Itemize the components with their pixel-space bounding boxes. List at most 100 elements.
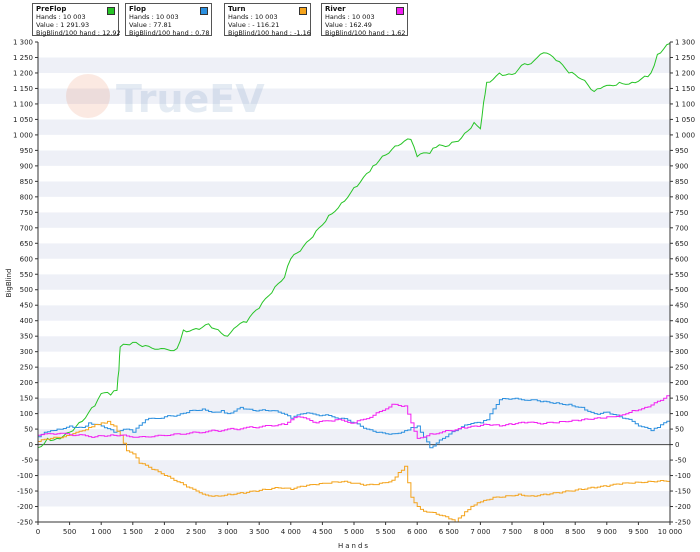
y-tick-label-left: 1 050: [13, 116, 33, 124]
x-tick-label: 4 000: [281, 528, 301, 536]
y-tick-label-left: 1 100: [13, 100, 33, 108]
y-tick-label-left: 1 250: [13, 54, 33, 62]
y-tick-label-right: 450: [675, 302, 688, 310]
legend-title: River: [325, 5, 346, 13]
y-tick-label-right: 150: [675, 395, 688, 403]
legend-bb-label: BigBlind/100 hand :: [228, 29, 292, 37]
legend-swatch: [200, 7, 208, 15]
y-tick-label-right: 800: [675, 193, 688, 201]
grid-band: [38, 444, 670, 461]
legend-bb-label: BigBlind/100 hand :: [36, 29, 100, 37]
y-tick-label-right: 600: [675, 255, 688, 263]
grid-bands: [38, 42, 670, 522]
grid-band: [38, 57, 670, 73]
y-tick-label-right: 400: [675, 317, 688, 325]
y-tick-label-right: 0: [675, 441, 679, 449]
legend-value: 77.81: [153, 21, 172, 29]
legend-hands: 10 003: [62, 13, 86, 21]
legend-swatch: [107, 7, 115, 15]
y-tick-label-left: 950: [20, 147, 33, 155]
y-tick-label-right: 950: [675, 147, 688, 155]
grid-band: [38, 119, 670, 135]
x-tick-label: 3 000: [218, 528, 238, 536]
series-line-turn: [38, 420, 671, 523]
grid-band: [38, 103, 670, 120]
legend-bb: 12.92: [102, 29, 121, 37]
y-tick-label-left: -50: [22, 457, 33, 465]
y-tick-label-right: 300: [675, 348, 688, 356]
grid-band: [38, 351, 670, 368]
y-tick-label-right: 1 300: [675, 39, 695, 47]
y-tick-label-right: -100: [675, 472, 691, 480]
x-tick-label: 4 500: [312, 528, 332, 536]
y-tick-label-left: 850: [20, 178, 33, 186]
y-tick-label-left: 1 150: [13, 85, 33, 93]
legend-bb: 0.78: [195, 29, 210, 37]
grid-band: [38, 460, 670, 476]
legend-title: PreFlop: [36, 5, 67, 13]
legend-value: 162.49: [349, 21, 372, 29]
y-tick-label-right: 1 250: [675, 54, 695, 62]
legend-bb-label: BigBlind/100 hand :: [325, 29, 389, 37]
y-tick-label-right: -150: [675, 488, 691, 496]
y-tick-label-left: 400: [20, 317, 33, 325]
x-tick-label: 500: [63, 528, 76, 536]
y-tick-label-right: 350: [675, 333, 688, 341]
y-tick-label-right: 700: [675, 224, 688, 232]
y-tick-label-right: 50: [675, 426, 684, 434]
y-tick-label-right: 850: [675, 178, 688, 186]
legend-value-label: Value :: [228, 21, 251, 29]
y-tick-label-right: 900: [675, 162, 688, 170]
x-tick-label: 9 500: [628, 528, 648, 536]
y-tick-label-left: 300: [20, 348, 33, 356]
grid-band: [38, 413, 670, 430]
grid-band: [38, 181, 670, 197]
legend-value-label: Value :: [129, 21, 152, 29]
y-tick-label-left: 0: [29, 441, 33, 449]
series-line-preflop: [37, 43, 671, 449]
grid-band: [38, 196, 670, 213]
grid-band: [38, 134, 670, 151]
y-tick-label-left: 450: [20, 302, 33, 310]
x-tick-label: 3 500: [249, 528, 269, 536]
legend-swatch: [299, 7, 307, 15]
legend-value: 1 291.93: [60, 21, 90, 29]
y-tick-label-right: 1 000: [675, 131, 695, 139]
grid-band: [38, 367, 670, 383]
watermark: TrueEV: [66, 74, 265, 121]
legend-value-label: Value :: [325, 21, 348, 29]
y-tick-label-left: 700: [20, 224, 33, 232]
x-tick-label: 1 500: [123, 528, 143, 536]
grid-band: [38, 506, 670, 522]
y-tick-label-right: -250: [675, 519, 691, 527]
legend-river: River Hands : 10 003 Value : 162.49 BigB…: [321, 3, 408, 37]
grid-band: [38, 165, 670, 182]
y-tick-label-left: 1 300: [13, 39, 33, 47]
x-tick-label: 5 000: [344, 528, 364, 536]
y-tick-label-right: 650: [675, 240, 688, 248]
y-tick-label-left: 500: [20, 286, 33, 294]
grid-band: [38, 305, 670, 321]
legend-turn: Turn Hands : 10 003 Value : - 116.21 Big…: [224, 3, 311, 37]
y-tick-label-right: 750: [675, 209, 688, 217]
x-tick-label: 7 000: [470, 528, 490, 536]
legend-bb: -1.16: [294, 29, 311, 37]
y-tick-label-left: 550: [20, 271, 33, 279]
x-tick-label: 5 500: [376, 528, 396, 536]
y-tick-label-left: 800: [20, 193, 33, 201]
y-tick-label-left: 1 000: [13, 131, 33, 139]
series-layer: [37, 43, 671, 523]
legend-bb-label: BigBlind/100 hand :: [129, 29, 193, 37]
grid-band: [38, 289, 670, 306]
legend-swatch: [396, 7, 404, 15]
grid-band: [38, 42, 670, 58]
x-tick-label: 1 000: [91, 528, 111, 536]
legend-title: Turn: [228, 5, 246, 13]
y-tick-label-left: 350: [20, 333, 33, 341]
y-tick-label-right: -50: [675, 457, 686, 465]
x-axis-label: Hands: [338, 542, 370, 550]
legend-hands-label: Hands :: [325, 13, 350, 21]
legend-hands: 10 003: [254, 13, 278, 21]
tick-labels: -250 -250 -200 -200 -150 -150 -100 -100 -50 -50 0 0…: [13, 39, 695, 537]
y-tick-label-right: 1 200: [675, 69, 695, 77]
